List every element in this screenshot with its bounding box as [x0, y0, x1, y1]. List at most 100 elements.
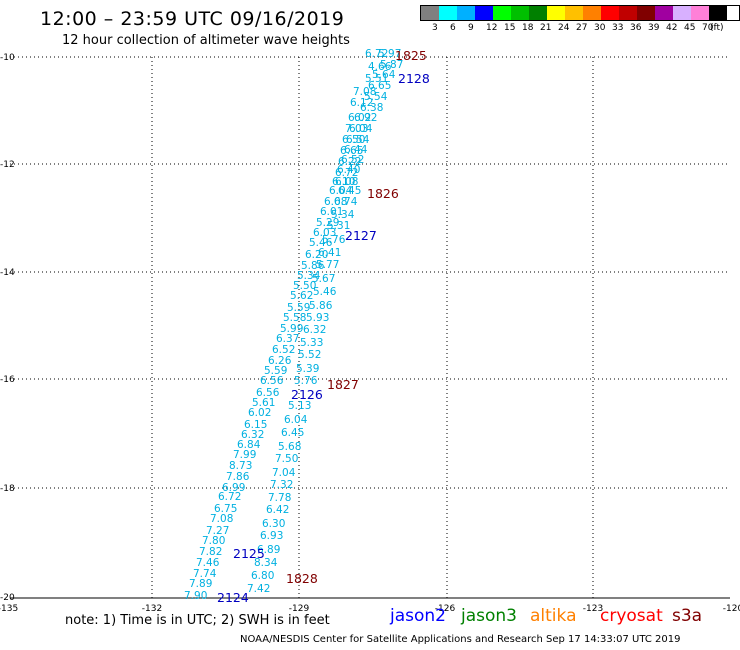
wave-height-value: 5.39	[296, 363, 319, 375]
wave-height-value: 5.97	[378, 48, 401, 60]
wave-height-value: 5.61	[252, 397, 275, 409]
legend-label: 3	[432, 23, 438, 33]
wave-height-value: 6.44	[344, 144, 368, 156]
wave-height-value: 5.46	[309, 237, 333, 249]
wave-height-value: 6.42	[266, 504, 289, 516]
wave-height-value: 6.54	[346, 134, 370, 146]
wave-height-value: 5.34	[297, 270, 321, 282]
wave-height-value: 7.32	[270, 479, 293, 491]
wave-height-value: 5.76	[294, 375, 318, 387]
wave-height-value: 5.87	[380, 59, 403, 71]
wave-height-value: 6.22	[338, 156, 361, 168]
legend-label: 12	[486, 23, 498, 33]
legend-swatch	[691, 6, 709, 20]
wave-height-value: 7.08	[353, 86, 376, 98]
wave-height-value: 5.34	[331, 209, 355, 221]
wave-height-value: 5.58	[283, 312, 306, 324]
wave-height-value: 5.54	[364, 91, 388, 103]
wave-height-value: 7.90	[184, 590, 207, 602]
lon-tick-label: -120	[723, 604, 740, 614]
wave-height-value: 7.50	[275, 453, 298, 465]
wave-height-value: 6.08	[335, 176, 358, 188]
wave-height-value: 6.99	[222, 482, 245, 494]
lat-tick-label: -12	[0, 160, 15, 170]
pass-number-label: 2125	[233, 546, 265, 561]
wave-height-value: 5.52	[298, 349, 321, 361]
wave-height-value: 6.32	[303, 324, 326, 336]
legend-label: 42	[666, 23, 678, 33]
legend-label: 15	[504, 23, 516, 33]
legend-label: (ft)	[710, 23, 724, 33]
axis-ticks: -135 -132 -129 -126 -123 -120 -10 -12 -14 -16 -18 -…	[0, 53, 740, 614]
legend-swatch	[421, 6, 439, 20]
wave-height-value: 6.30	[262, 518, 285, 530]
wave-height-value: 6.20	[305, 249, 328, 261]
legend-label: 36	[630, 23, 642, 33]
wave-height-value: 7.86	[226, 471, 250, 483]
pass-number-label: 2126	[291, 387, 323, 402]
wave-height-value: 6.72	[365, 48, 388, 60]
wave-height-value: 7.42	[247, 583, 270, 595]
legend-swatch	[439, 6, 457, 20]
legend-label: 24	[558, 23, 570, 33]
wave-height-value: 7.04	[272, 467, 296, 479]
wave-height-value: 7.99	[233, 449, 256, 461]
legend-swatch	[457, 6, 475, 20]
legend-swatch	[619, 6, 637, 20]
legend-label: 27	[576, 23, 588, 33]
wave-height-value: 7.27	[206, 525, 229, 537]
wave-height-value: 6.01	[320, 206, 343, 218]
wave-height-value: 5.76	[322, 234, 346, 246]
wave-height-value: 6.89	[257, 544, 280, 556]
legend-swatch	[529, 6, 547, 20]
lon-tick-label: -132	[142, 604, 162, 614]
legend-labels: 3 6 9 12 15 18 21 24 27 30 33 36 39 42 45 70 (ft)	[420, 21, 740, 35]
wave-height-value: 6.75	[214, 503, 237, 515]
wave-height-value: 6.56	[256, 387, 280, 399]
pass-number-label: 1825	[395, 48, 427, 63]
pass-number-label: 1826	[367, 186, 399, 201]
wave-height-value: 6.52	[341, 154, 364, 166]
wave-height-value: 6.32	[241, 429, 264, 441]
wave-height-value: 5.86	[309, 300, 333, 312]
wave-height-value: 6.02	[348, 112, 371, 124]
wave-height-value: 6.93	[260, 530, 283, 542]
wave-height-value: 6.50	[342, 134, 365, 146]
pass-number-label: 1827	[327, 377, 359, 392]
wave-height-value: 6.45	[281, 427, 304, 439]
lat-tick-label: -16	[0, 375, 15, 385]
footer-credit: NOAA/NESDIS Center for Satellite Applica…	[240, 634, 681, 645]
legend-label: 9	[468, 23, 474, 33]
map-subtitle: 12 hour collection of altimeter wave hei…	[62, 33, 350, 48]
wave-height-value: 6.72	[335, 167, 358, 179]
legend-swatch	[637, 6, 655, 20]
wave-height-value: 8.73	[229, 460, 252, 472]
legend-swatch	[583, 6, 601, 20]
wave-height-value: 5.51	[365, 73, 388, 85]
wave-height-value: 7.46	[196, 557, 220, 569]
legend-label: 33	[612, 23, 624, 33]
satellite-name: altika	[530, 606, 577, 626]
wave-height-value: 5.86	[301, 260, 325, 272]
legend-label: 18	[522, 23, 534, 33]
pass-number-label: 1828	[286, 571, 318, 586]
wave-height-value: 6.45	[338, 185, 361, 197]
legend-swatch	[655, 6, 673, 20]
lon-tick-label: -126	[435, 604, 456, 614]
legend-label: 30	[594, 23, 606, 33]
grid-lines	[10, 56, 730, 599]
lat-tick-label: -20	[0, 593, 15, 603]
wave-height-value: 7.03	[345, 123, 368, 135]
wave-height-value: 5.13	[288, 400, 311, 412]
satellite-name: cryosat	[600, 606, 663, 626]
wave-height-value: 5.77	[316, 259, 339, 271]
wave-height-value: 6.40	[337, 164, 360, 176]
satellite-name: s3a	[672, 606, 703, 626]
legend-swatch	[493, 6, 511, 20]
lon-tick-label: -129	[289, 604, 310, 614]
wave-height-value: 5.99	[280, 323, 303, 335]
wave-height-value: 5.33	[300, 337, 323, 349]
wave-height-value: 7.78	[268, 492, 291, 504]
legend-swatch	[565, 6, 583, 20]
